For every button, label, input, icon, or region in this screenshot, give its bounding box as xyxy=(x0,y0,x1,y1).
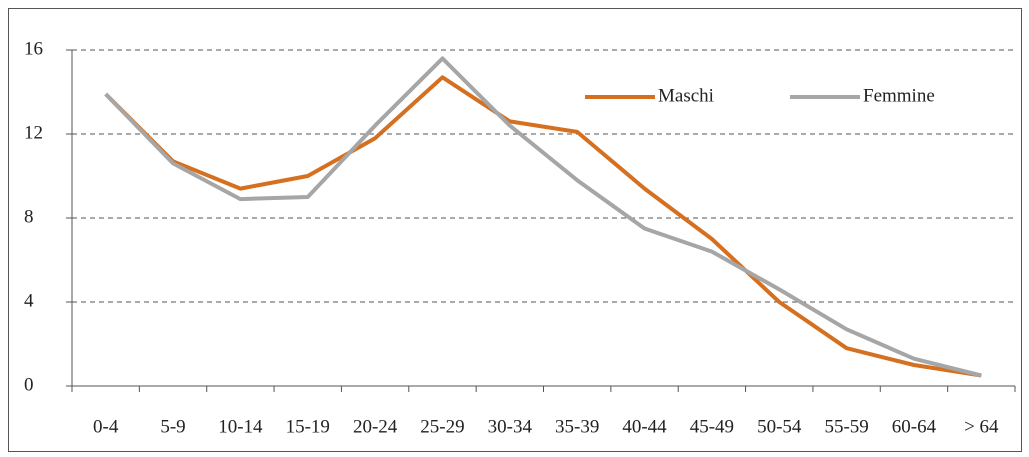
series-line xyxy=(104,75,982,378)
y-tick-label: 16 xyxy=(24,38,43,59)
x-tick-label: 25-29 xyxy=(420,416,464,437)
legend-label: Maschi xyxy=(658,85,714,106)
x-tick-label: 50-54 xyxy=(757,416,802,437)
legend-label: Femmine xyxy=(863,85,935,106)
x-tick-label: 40-44 xyxy=(622,416,667,437)
x-tick-label: 45-49 xyxy=(690,416,734,437)
x-tick-label: 30-34 xyxy=(488,416,533,437)
y-tick-label: 0 xyxy=(24,374,34,395)
x-tick-label: 5-9 xyxy=(160,416,185,437)
x-tick-label: 15-19 xyxy=(286,416,330,437)
y-tick-label: 8 xyxy=(24,206,34,227)
y-tick-label: 12 xyxy=(24,122,43,143)
x-tick-label: 0-4 xyxy=(93,416,119,437)
x-tick-label: > 64 xyxy=(964,416,999,437)
x-tick-label: 10-14 xyxy=(218,416,263,437)
series-line xyxy=(104,56,982,378)
x-tick-label: 35-39 xyxy=(555,416,599,437)
frame xyxy=(8,8,1022,452)
x-tick-label: 55-59 xyxy=(824,416,868,437)
x-tick-label: 60-64 xyxy=(892,416,937,437)
x-tick-label: 20-24 xyxy=(353,416,398,437)
y-tick-label: 4 xyxy=(24,290,34,311)
